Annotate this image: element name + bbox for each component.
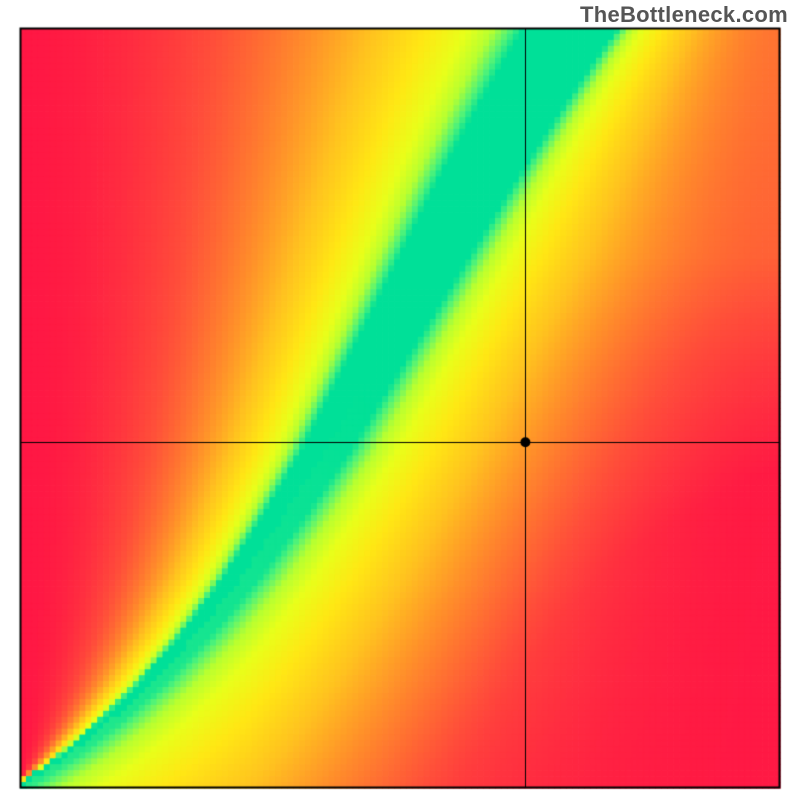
watermark-text: TheBottleneck.com <box>580 2 788 28</box>
bottleneck-heatmap <box>0 0 800 800</box>
